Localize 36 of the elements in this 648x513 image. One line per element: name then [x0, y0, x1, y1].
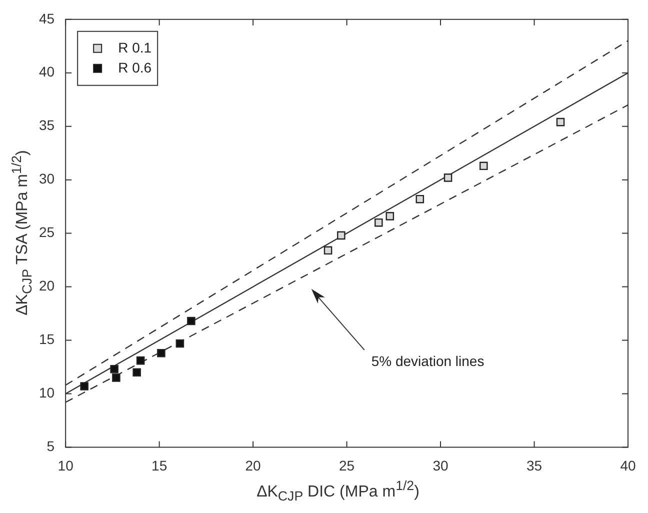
x-tick-label: 10 — [58, 457, 74, 474]
point — [112, 374, 120, 382]
y-tick-label: 20 — [38, 278, 55, 294]
point — [444, 174, 452, 182]
y-tick-label: 30 — [38, 170, 55, 187]
y-tick-label: 10 — [38, 384, 55, 401]
y-tick-label: 45 — [38, 10, 55, 26]
y-tick-label: 5 — [46, 438, 55, 454]
x-tick-label: 15 — [152, 457, 168, 474]
x-axis-title: ΔK$_{CJP}$ DIC (MPa m$^{1/2}$) — [256, 478, 420, 504]
point — [136, 356, 145, 365]
point — [110, 364, 118, 374]
x-tick-label: 30 — [432, 457, 449, 474]
point — [80, 382, 88, 390]
y-tick-label: 25 — [38, 224, 55, 240]
legend-label: R 0.6 — [118, 59, 152, 76]
legend-label: R 0.1 — [118, 39, 152, 56]
x-tick-label: 20 — [245, 457, 262, 474]
x-tick-label: 25 — [338, 457, 355, 474]
point — [337, 231, 346, 240]
point — [324, 246, 332, 255]
y-tick-label: 15 — [38, 331, 55, 348]
point — [374, 218, 383, 227]
point — [176, 339, 184, 348]
point — [386, 212, 394, 220]
point — [556, 118, 565, 126]
y-tick-label: 35 — [38, 117, 55, 134]
point — [132, 368, 141, 376]
x-tick-label: 35 — [526, 457, 542, 474]
point — [187, 316, 196, 326]
annotation: 5% deviation lines — [371, 352, 484, 369]
y-tick-label: 40 — [38, 64, 55, 80]
point — [480, 162, 488, 170]
x-tick-label: 40 — [620, 457, 636, 474]
point — [157, 348, 166, 358]
point — [416, 194, 424, 204]
